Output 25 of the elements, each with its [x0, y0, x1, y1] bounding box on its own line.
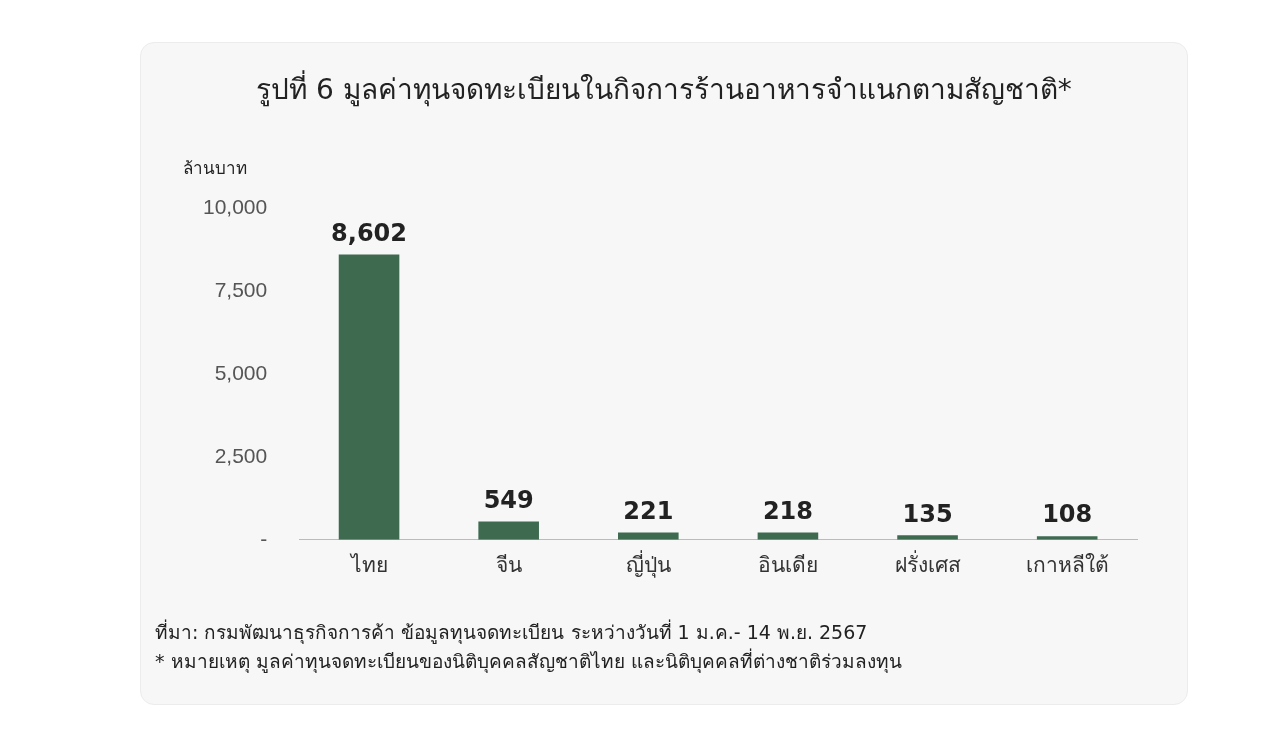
data-label: 8,602 [331, 218, 408, 247]
y-tick-label: 5,000 [214, 360, 268, 384]
bar [338, 254, 400, 540]
data-label: 221 [623, 496, 674, 525]
x-tick-label: ญี่ปุ่น [625, 550, 671, 579]
data-label: 549 [483, 485, 534, 514]
text: ที่มา: กรมพัฒนาธุรกิจการค้า ข้อมูลทุนจดทะเบียน ระหว่างวันที่ 1 ม.ค.- 14 พ.ย. 2567 [155, 618, 869, 646]
x-tick-label: จีน [495, 553, 522, 577]
y-tick-label: 2,500 [214, 443, 268, 467]
y-tick-label: - [260, 526, 268, 550]
text: * หมายเหตุ มูลค่าทุนจดทะเบียนของนิติบุคคลสัญชาติไทย และนิติบุคคลที่ต่างชาติร่วมลงทุน [155, 647, 902, 675]
chart-title: รูปที่ 6 มูลค่าทุนจดทะเบียนในกิจการร้านอาหารจำแนกตามสัญชาติ* [255, 69, 1073, 109]
y-tick-label: 7,500 [214, 277, 268, 301]
x-tick-label: ไทย [348, 553, 388, 577]
bar [618, 532, 679, 540]
data-label: 135 [902, 499, 953, 528]
x-tick-label: เกาหลีใต้ [1025, 553, 1109, 577]
x-tick-label: อินเดีย [757, 553, 818, 577]
data-label: 218 [762, 496, 813, 525]
data-label: 108 [1042, 500, 1093, 529]
y-axis-title: ล้านบาท [183, 157, 247, 178]
y-tick-label: 10,000 [203, 194, 268, 218]
x-tick-label: ฝรั่งเศส [894, 550, 961, 577]
bar [478, 521, 539, 540]
bar [897, 535, 958, 540]
